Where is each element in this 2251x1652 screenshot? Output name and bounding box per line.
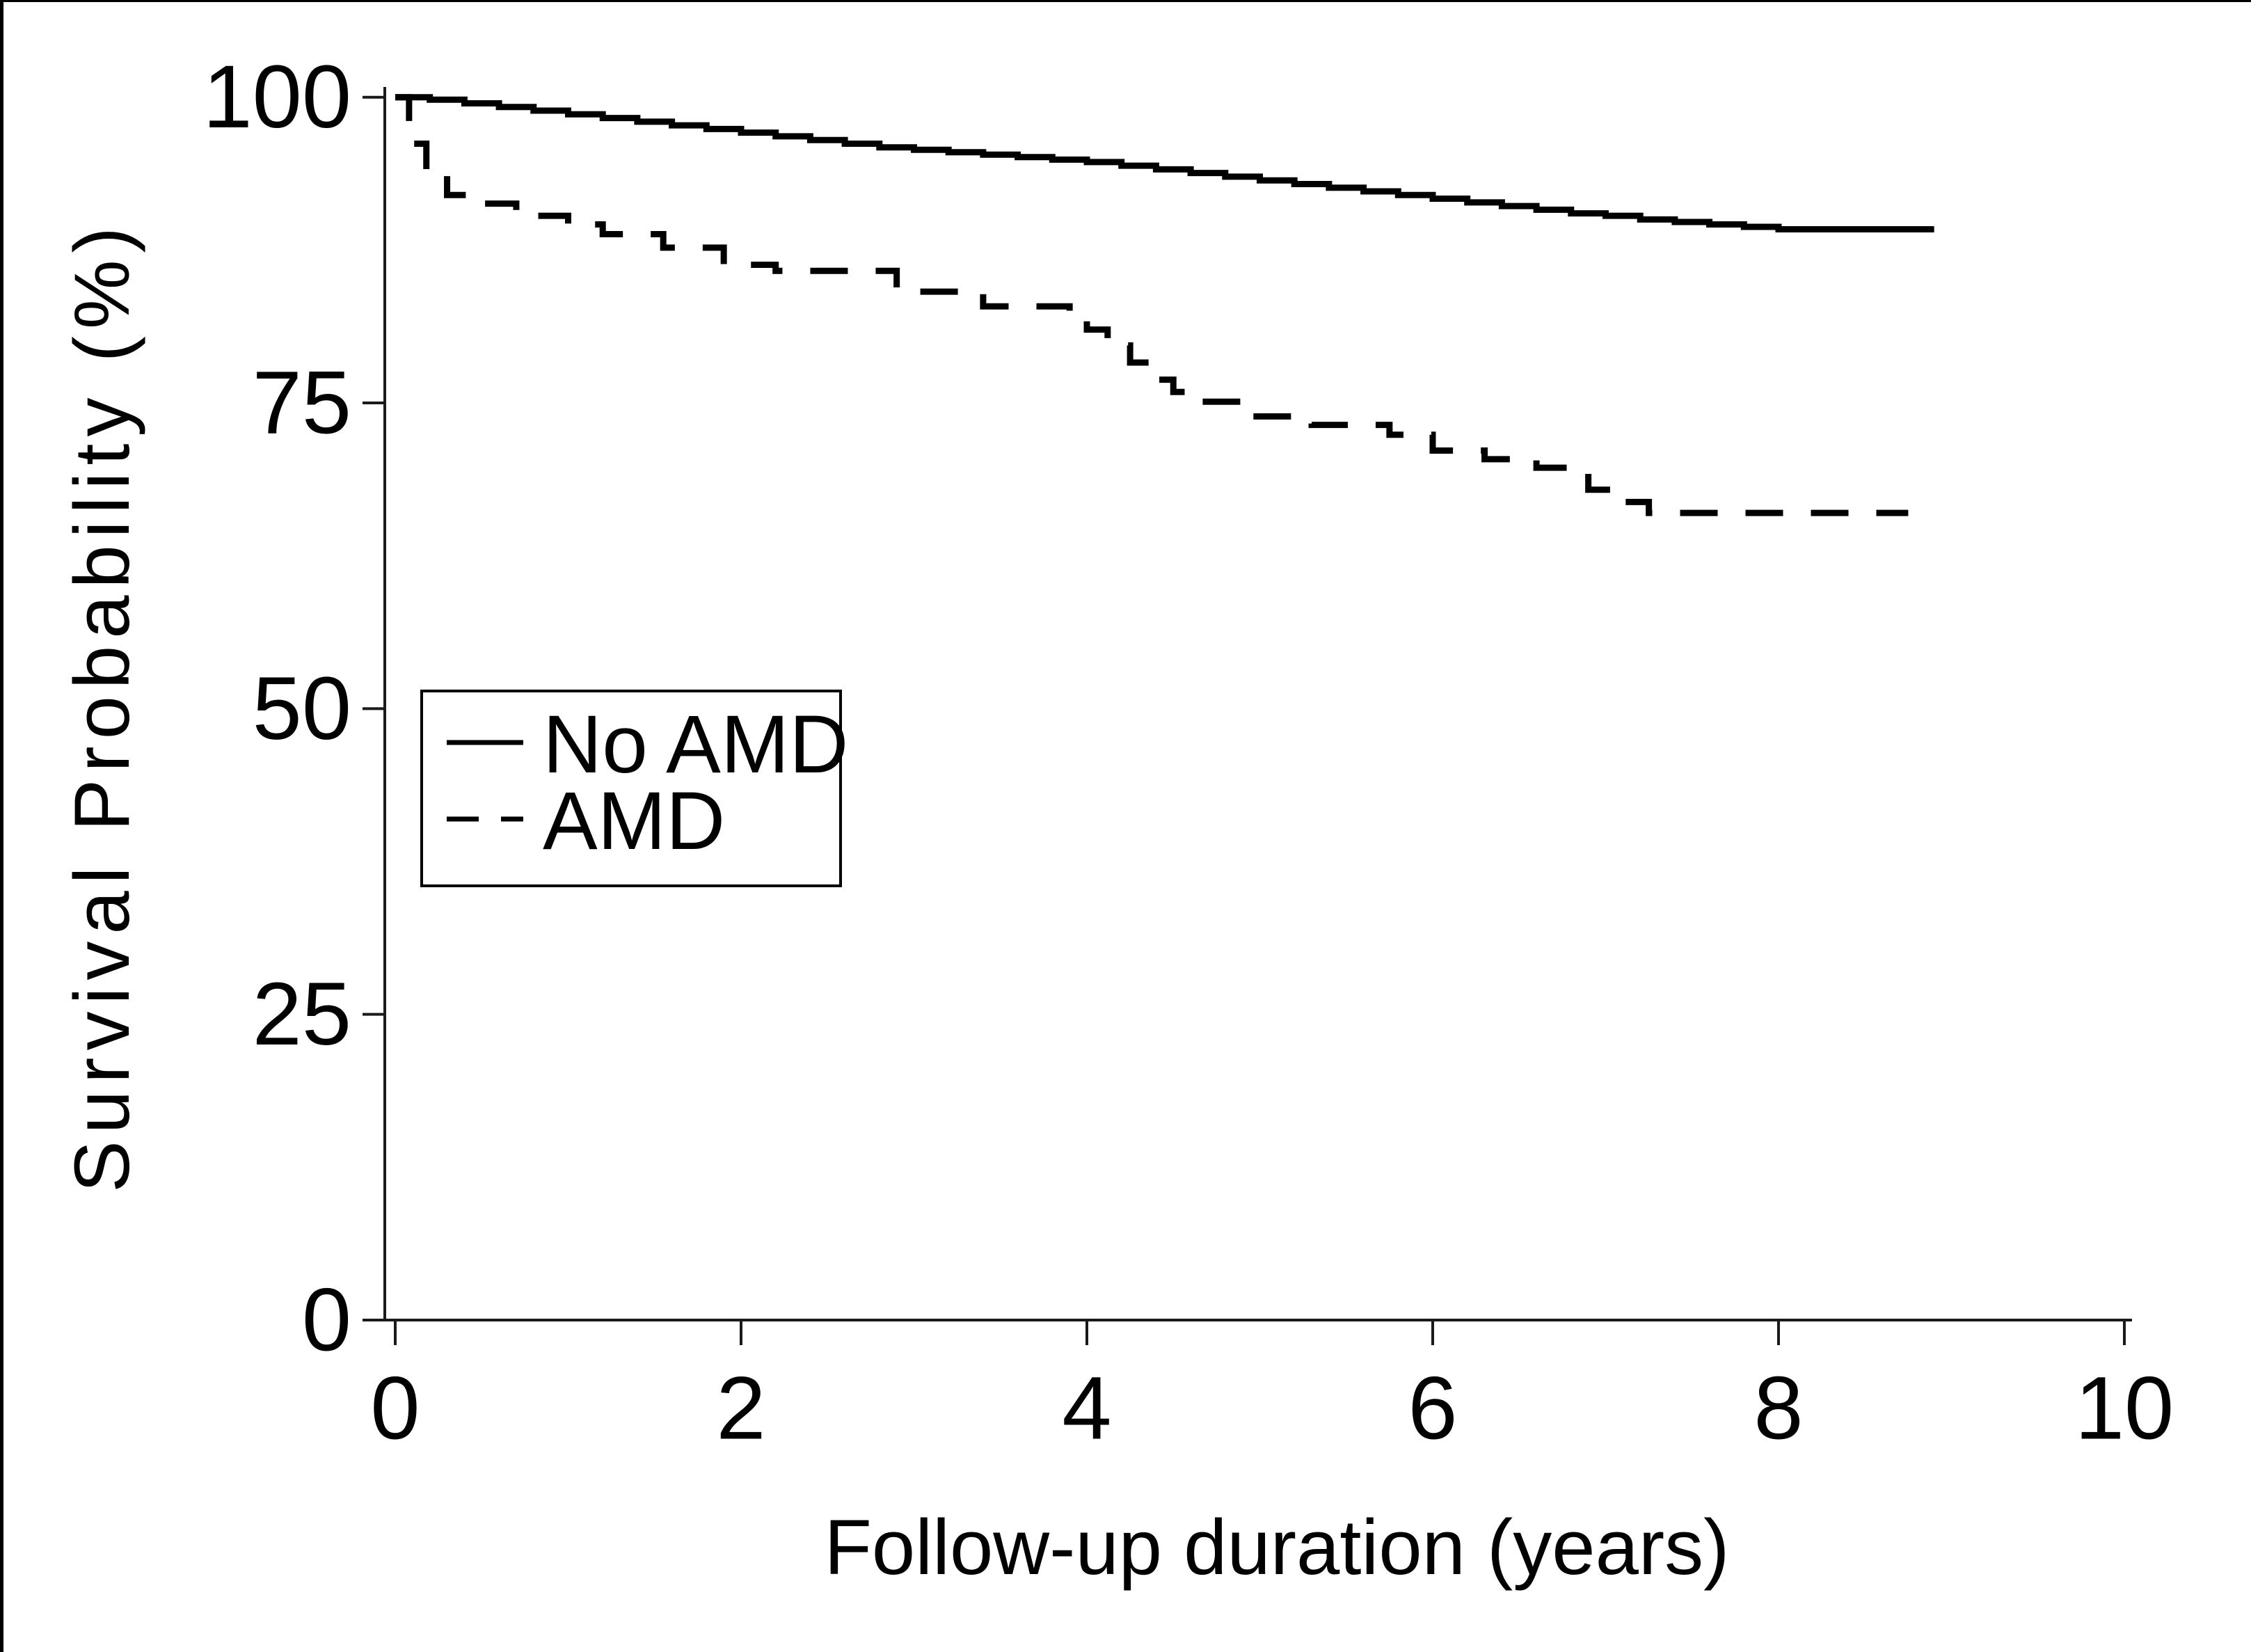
legend-label-no-amd: No AMD bbox=[543, 699, 848, 791]
page-border-top bbox=[0, 0, 2251, 2]
x-tick-label: 2 bbox=[716, 1359, 765, 1459]
y-tick-label: 25 bbox=[253, 964, 351, 1064]
legend-label-amd: AMD bbox=[543, 775, 725, 867]
curve-amd bbox=[395, 94, 1909, 516]
page-border-left bbox=[0, 0, 3, 1652]
legend: No AMD AMD bbox=[420, 690, 848, 887]
y-axis-label: Survival Probability (%) bbox=[58, 220, 145, 1193]
x-tick-label: 10 bbox=[2075, 1359, 2174, 1459]
y-tick-label: 0 bbox=[302, 1271, 351, 1370]
x-axis-label: Follow-up duration (years) bbox=[825, 1504, 1730, 1591]
axes bbox=[383, 87, 2132, 1321]
legend-box bbox=[420, 690, 842, 887]
y-tick-label: 50 bbox=[253, 659, 351, 759]
x-tick-label: 8 bbox=[1753, 1359, 1803, 1459]
y-tick-label: 100 bbox=[202, 47, 351, 147]
curve-no-amd bbox=[395, 94, 1934, 232]
y-axis-ticks: 100 75 50 25 0 bbox=[202, 47, 385, 1370]
x-tick-label: 4 bbox=[1062, 1359, 1111, 1459]
x-tick-label: 6 bbox=[1408, 1359, 1457, 1459]
x-axis-ticks: 0 2 4 6 8 10 bbox=[370, 1320, 2174, 1459]
y-tick-label: 75 bbox=[253, 354, 351, 453]
x-tick-label: 0 bbox=[370, 1359, 420, 1459]
survival-curves bbox=[395, 94, 1934, 516]
